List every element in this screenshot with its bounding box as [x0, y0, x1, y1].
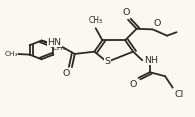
Text: CH₃: CH₃ — [52, 45, 66, 51]
Text: CH₃: CH₃ — [4, 51, 18, 57]
Text: O: O — [63, 69, 70, 78]
Text: CH₃: CH₃ — [89, 16, 103, 25]
Text: S: S — [104, 57, 110, 66]
Text: NH: NH — [144, 56, 158, 65]
Text: O: O — [154, 19, 161, 28]
Text: O: O — [130, 80, 137, 89]
Text: O: O — [122, 8, 130, 17]
Text: Cl: Cl — [174, 90, 183, 99]
Text: HN: HN — [47, 38, 61, 46]
